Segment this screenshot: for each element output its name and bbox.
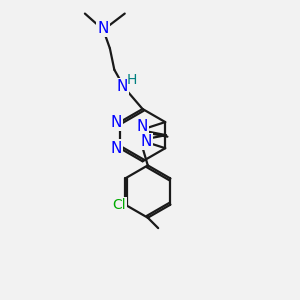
Text: N: N (111, 115, 122, 130)
Text: N: N (111, 141, 122, 156)
Text: N: N (98, 21, 109, 36)
Text: N: N (140, 134, 152, 149)
Text: N: N (136, 119, 148, 134)
Text: N: N (116, 79, 128, 94)
Text: Cl: Cl (112, 198, 125, 212)
Text: H: H (127, 73, 137, 87)
